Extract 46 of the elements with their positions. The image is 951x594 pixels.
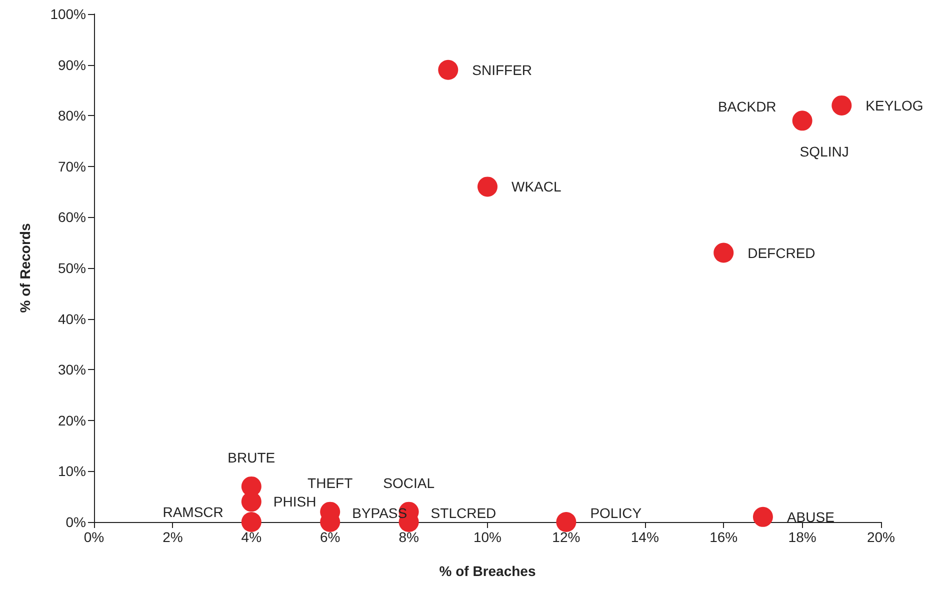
- point: [714, 242, 734, 263]
- x-tick-label: 18%: [788, 529, 816, 545]
- x-tick-label: 2%: [162, 529, 183, 545]
- y-tick-label: 80%: [58, 108, 86, 124]
- y-tick-label: 20%: [58, 412, 86, 428]
- point: [792, 110, 812, 131]
- annotation: ABUSE: [786, 508, 834, 525]
- y-tick-label: 90%: [58, 56, 86, 73]
- point: [832, 95, 852, 116]
- annotation: SQLINJ: [800, 144, 849, 160]
- point: [241, 512, 262, 532]
- y-tick-label: 10%: [58, 463, 86, 480]
- x-tick-label: 14%: [630, 529, 659, 545]
- x-tick-label: 10%: [473, 529, 502, 545]
- y-tick-label: 100%: [50, 6, 86, 22]
- x-tick-label: 12%: [552, 529, 580, 545]
- annotation: BACKDR: [718, 98, 776, 115]
- annotation: SNIFFER: [472, 62, 532, 78]
- annotation: STLCRED: [430, 505, 496, 521]
- x-tick-label: 20%: [866, 529, 896, 545]
- x-tick-label: 16%: [710, 529, 738, 545]
- y-tick-label: 40%: [58, 310, 86, 327]
- x-tick-label: 4%: [241, 529, 262, 545]
- y-tick-label: 0%: [66, 514, 86, 530]
- point: [438, 60, 458, 80]
- annotation: PHISH: [273, 494, 316, 510]
- x-tick-label: 6%: [320, 529, 340, 545]
- x-tick-label: 0%: [84, 529, 104, 545]
- annotation: DEFCRED: [748, 244, 816, 261]
- point: [556, 512, 576, 532]
- y-axis-title: % of Records: [17, 223, 33, 313]
- y-tick-label: 70%: [58, 158, 86, 174]
- annotation: THEFT: [308, 474, 354, 491]
- y-tick-label: 50%: [58, 260, 86, 276]
- y-tick-label: 60%: [58, 209, 86, 226]
- annotation: SOCIAL: [383, 474, 435, 491]
- point: [752, 506, 773, 527]
- annotation: BRUTE: [228, 449, 276, 466]
- annotation: RAMSCR: [162, 504, 224, 520]
- annotation: KEYLOG: [866, 97, 924, 114]
- point: [478, 176, 498, 197]
- annotation: POLICY: [590, 505, 642, 521]
- x-tick-label: 8%: [398, 529, 419, 545]
- annotation: WKACL: [512, 178, 562, 195]
- y-tick-label: 30%: [58, 362, 86, 378]
- x-axis-title: % of Breaches: [439, 563, 536, 579]
